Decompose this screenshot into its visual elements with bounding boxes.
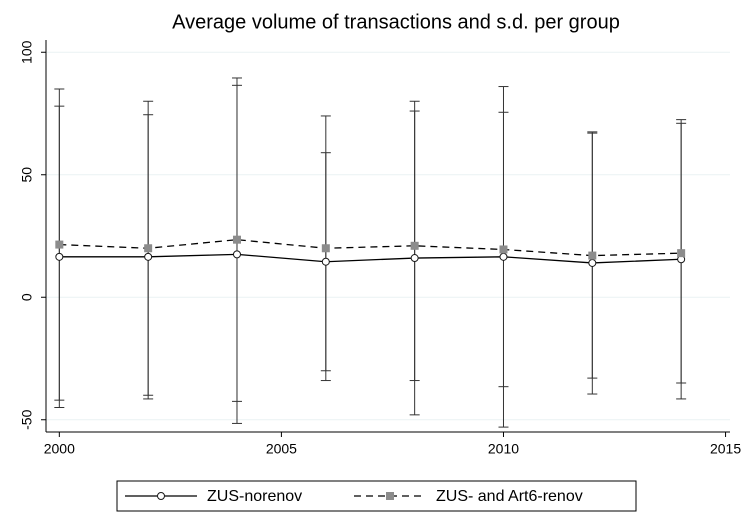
x-tick-label: 2000	[44, 441, 75, 457]
marker	[499, 245, 508, 254]
x-tick-label: 2010	[488, 441, 519, 457]
marker	[588, 258, 597, 267]
marker	[410, 241, 419, 250]
marker	[144, 252, 153, 261]
marker	[677, 249, 686, 258]
marker	[321, 257, 330, 266]
marker	[232, 250, 241, 259]
legend-marker	[157, 492, 165, 500]
series-line	[59, 253, 682, 264]
marker	[321, 244, 330, 253]
y-tick-label: 50	[19, 167, 35, 183]
y-tick-label: 100	[19, 40, 35, 64]
y-tick-label: -50	[19, 409, 35, 429]
marker	[144, 244, 153, 253]
marker	[55, 252, 64, 261]
marker	[55, 240, 64, 249]
legend-marker	[386, 492, 394, 500]
marker	[232, 235, 241, 244]
series-line	[59, 239, 682, 257]
x-tick-label: 2005	[266, 441, 297, 457]
chart-title: Average volume of transactions and s.d. …	[172, 11, 620, 33]
y-tick-label: 0	[19, 293, 35, 301]
legend-label: ZUS- and Art6-renov	[436, 488, 583, 505]
legend-label: ZUS-norenov	[207, 488, 302, 505]
marker	[410, 254, 419, 263]
marker	[588, 251, 597, 260]
marker	[499, 252, 508, 261]
legend-box	[116, 480, 637, 512]
x-tick-label: 2015	[710, 441, 741, 457]
